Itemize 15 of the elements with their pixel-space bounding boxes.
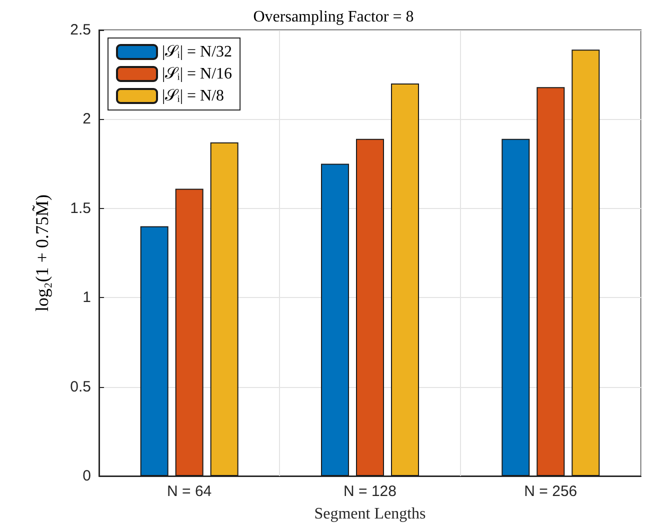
y-tick-label: 2 (82, 110, 91, 128)
legend-label: |𝒮ᵢ| = N/32 (162, 44, 232, 60)
legend-label: |𝒮ᵢ| = N/8 (162, 88, 224, 104)
y-axis-title: log₂(1 + 0.75M̃) (32, 194, 52, 312)
y-tick-label: 2.5 (70, 22, 91, 38)
x-tick-label: N = 256 (524, 483, 578, 500)
x-tick-label: N = 64 (167, 483, 212, 500)
y-tick-label: 1.5 (70, 200, 91, 217)
chart-title: Oversampling Factor = 8 (253, 8, 414, 26)
y-tick-label: 0.5 (70, 378, 91, 396)
x-axis-title: Segment Lengths (314, 506, 426, 522)
y-tick-label: 0 (82, 468, 91, 484)
legend-label: |𝒮ᵢ| = N/16 (162, 66, 232, 82)
y-tick-label: 1 (82, 289, 91, 306)
x-tick-label: N = 128 (344, 483, 396, 500)
